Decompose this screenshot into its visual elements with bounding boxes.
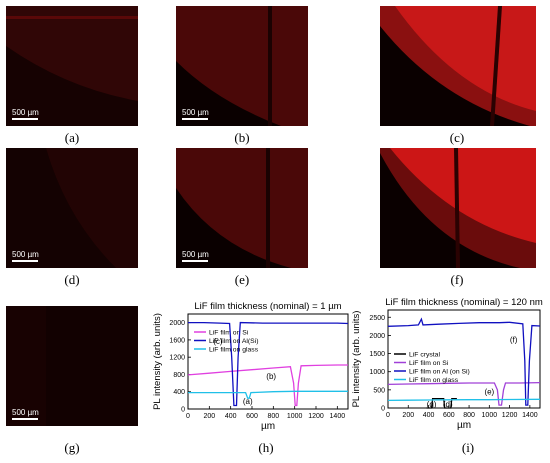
- x-tick-label: 800: [267, 413, 279, 420]
- scale-bar: 500 µm: [12, 408, 39, 420]
- scale-bar-label: 500 µm: [12, 250, 39, 259]
- x-tick-label: 1200: [308, 413, 324, 420]
- y-tick-label: 800: [173, 372, 185, 379]
- x-tick-label: 400: [225, 413, 237, 420]
- caption-i: (i): [461, 440, 475, 455]
- x-tick-label: 1200: [502, 412, 518, 419]
- legend-entry: LiF film on Al(Si): [209, 338, 258, 345]
- scale-bar-label: 500 µm: [182, 250, 209, 259]
- caption-f: (f): [450, 272, 464, 287]
- x-tick-label: 1400: [330, 413, 346, 420]
- scale-bar-label: 500 µm: [12, 408, 39, 417]
- series-line: [187, 364, 348, 407]
- x-axis-label: µm: [261, 421, 275, 432]
- panel-d: 500 µm: [6, 148, 138, 268]
- legend-entry: LiF film on Al (on Si): [409, 369, 470, 376]
- scale-bar: 500 µm: [12, 108, 39, 120]
- caption-d: (d): [64, 272, 80, 287]
- panel-g: 500 µm: [6, 306, 138, 426]
- scale-bar-line: [182, 118, 208, 120]
- caption-b: (b): [234, 130, 250, 145]
- x-tick-label: 1000: [482, 412, 498, 419]
- series-line: [387, 398, 541, 402]
- caption-e: (e): [234, 272, 250, 287]
- annotation-label: (d): [443, 400, 453, 409]
- panel-e: 500 µm: [176, 148, 308, 268]
- caption-a: (a): [64, 130, 80, 145]
- annotation-label: (b): [266, 372, 276, 381]
- annotation-label: (a): [243, 397, 253, 406]
- series-line: [387, 381, 541, 406]
- panel-f: [380, 148, 536, 268]
- chart-title: LiF film thickness (nominal) = 1 µm: [194, 301, 341, 312]
- scale-bar: 500 µm: [12, 250, 39, 262]
- x-tick-label: 600: [246, 413, 258, 420]
- legend-entry: LiF film on glass: [409, 377, 459, 384]
- chart-title: LiF film thickness (nominal) = 120 nm: [385, 297, 543, 308]
- legend-entry: LiF film on glass: [209, 347, 259, 354]
- plot-frame: [387, 309, 541, 409]
- series-line: [188, 390, 348, 399]
- chart-i: LiF film thickness (nominal) = 120 nm 0 20…: [351, 297, 543, 431]
- y-tick-label: 1500: [369, 351, 385, 358]
- x-tick-label: 400: [423, 412, 435, 419]
- panel-b: 500 µm: [176, 6, 308, 126]
- plot-frame: [187, 313, 349, 410]
- caption-g: (g): [64, 440, 80, 455]
- x-tick-label: 800: [463, 412, 475, 419]
- scale-bar: 500 µm: [182, 108, 209, 120]
- y-tick-label: 1600: [169, 337, 185, 344]
- annotation-label: (g): [427, 400, 437, 409]
- x-tick-label: 600: [443, 412, 455, 419]
- scale-bar-line: [182, 260, 208, 262]
- y-tick-label: 0: [181, 407, 185, 414]
- panel-c: [380, 6, 536, 126]
- chart-h: LiF film thickness (nominal) = 1 µm 0 200 4…: [152, 301, 349, 432]
- caption-h: (h): [258, 440, 274, 455]
- x-tick-label: 1000: [287, 413, 303, 420]
- legend-entry: LiF crystal: [409, 352, 440, 359]
- scale-bar-line: [12, 418, 38, 420]
- x-axis-label: µm: [457, 420, 471, 431]
- legend-entry: LiF film on Si: [409, 360, 449, 367]
- series-line: [387, 317, 541, 406]
- panel-a: 500 µm: [6, 6, 138, 126]
- legend-entry: LiF film on Si: [209, 330, 249, 337]
- y-tick-label: 2000: [169, 320, 185, 327]
- y-tick-label: 0: [381, 406, 385, 413]
- scale-bar-line: [12, 260, 38, 262]
- y-tick-label: 1000: [369, 369, 385, 376]
- y-tick-label: 2000: [369, 333, 385, 340]
- scale-bar: 500 µm: [182, 250, 209, 262]
- series-line: [188, 321, 349, 407]
- x-tick-label: 0: [386, 412, 390, 419]
- y-tick-label: 500: [373, 387, 385, 394]
- annotation-label: (c): [213, 337, 223, 346]
- y-tick-label: 400: [173, 389, 185, 396]
- x-tick-label: 200: [203, 413, 215, 420]
- x-tick-label: 1400: [522, 412, 538, 419]
- y-tick-label: 2500: [369, 315, 385, 322]
- x-tick-label: 200: [402, 412, 414, 419]
- y-tick-label: 1200: [169, 355, 185, 362]
- scale-bar-label: 500 µm: [182, 108, 209, 117]
- caption-c: (c): [449, 130, 465, 145]
- x-tick-label: 0: [186, 413, 190, 420]
- annotation-label: (e): [484, 388, 494, 397]
- y-axis-label: PL intensity (arb. units): [152, 313, 163, 410]
- scale-bar-label: 500 µm: [12, 108, 39, 117]
- annotation-label: (f): [510, 336, 518, 345]
- y-axis-label: PL intensity (arb. units): [351, 311, 362, 408]
- scale-bar-line: [12, 118, 38, 120]
